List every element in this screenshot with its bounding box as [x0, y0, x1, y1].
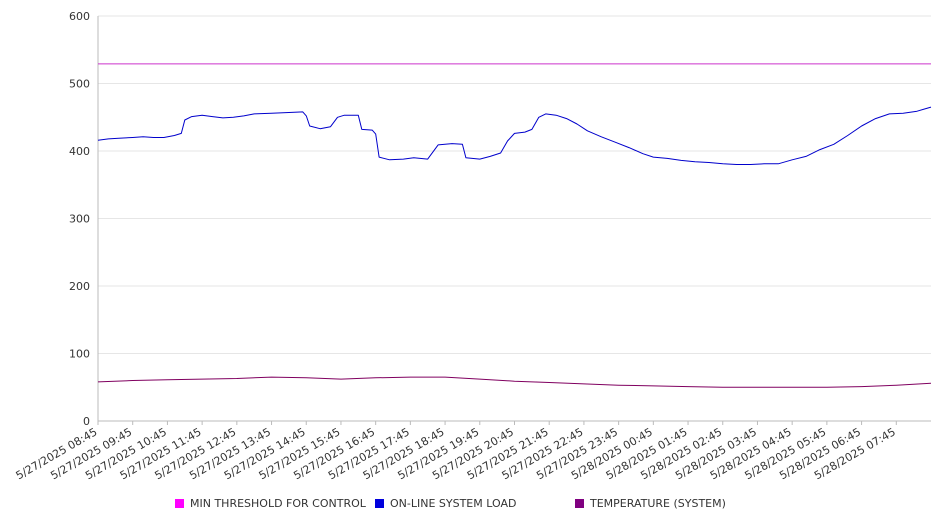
legend-label-min-threshold: MIN THRESHOLD FOR CONTROL: [190, 497, 366, 510]
y-axis: 0 100 200 300 400 500 600: [69, 10, 99, 428]
y-tick-label: 600: [69, 10, 90, 23]
x-axis: 5/27/2025 08:455/27/2025 09:455/27/2025 …: [14, 421, 898, 482]
legend-label-system-load: ON-LINE SYSTEM LOAD: [390, 497, 517, 510]
y-tick-label: 0: [83, 415, 90, 428]
y-tick-label: 400: [69, 145, 90, 158]
legend-swatch-system-load: [375, 499, 384, 508]
series-line-system-load: [97, 106, 932, 165]
legend-item-min-threshold[interactable]: MIN THRESHOLD FOR CONTROL: [175, 497, 366, 510]
y-tick-label: 100: [69, 348, 90, 361]
legend-label-temperature: TEMPERATURE (SYSTEM): [590, 497, 726, 510]
y-tick-label: 200: [69, 280, 90, 293]
series-line-temperature: [97, 376, 932, 388]
legend-swatch-min-threshold: [175, 499, 184, 508]
legend-swatch-temperature: [575, 499, 584, 508]
legend-item-temperature[interactable]: TEMPERATURE (SYSTEM): [575, 497, 726, 510]
legend: MIN THRESHOLD FOR CONTROL ON-LINE SYSTEM…: [0, 497, 946, 515]
y-tick-label: 500: [69, 78, 90, 91]
series-lines: [97, 63, 932, 388]
y-tick-label: 300: [69, 213, 90, 226]
grid-lines: [98, 15, 931, 422]
legend-item-system-load[interactable]: ON-LINE SYSTEM LOAD: [375, 497, 516, 510]
